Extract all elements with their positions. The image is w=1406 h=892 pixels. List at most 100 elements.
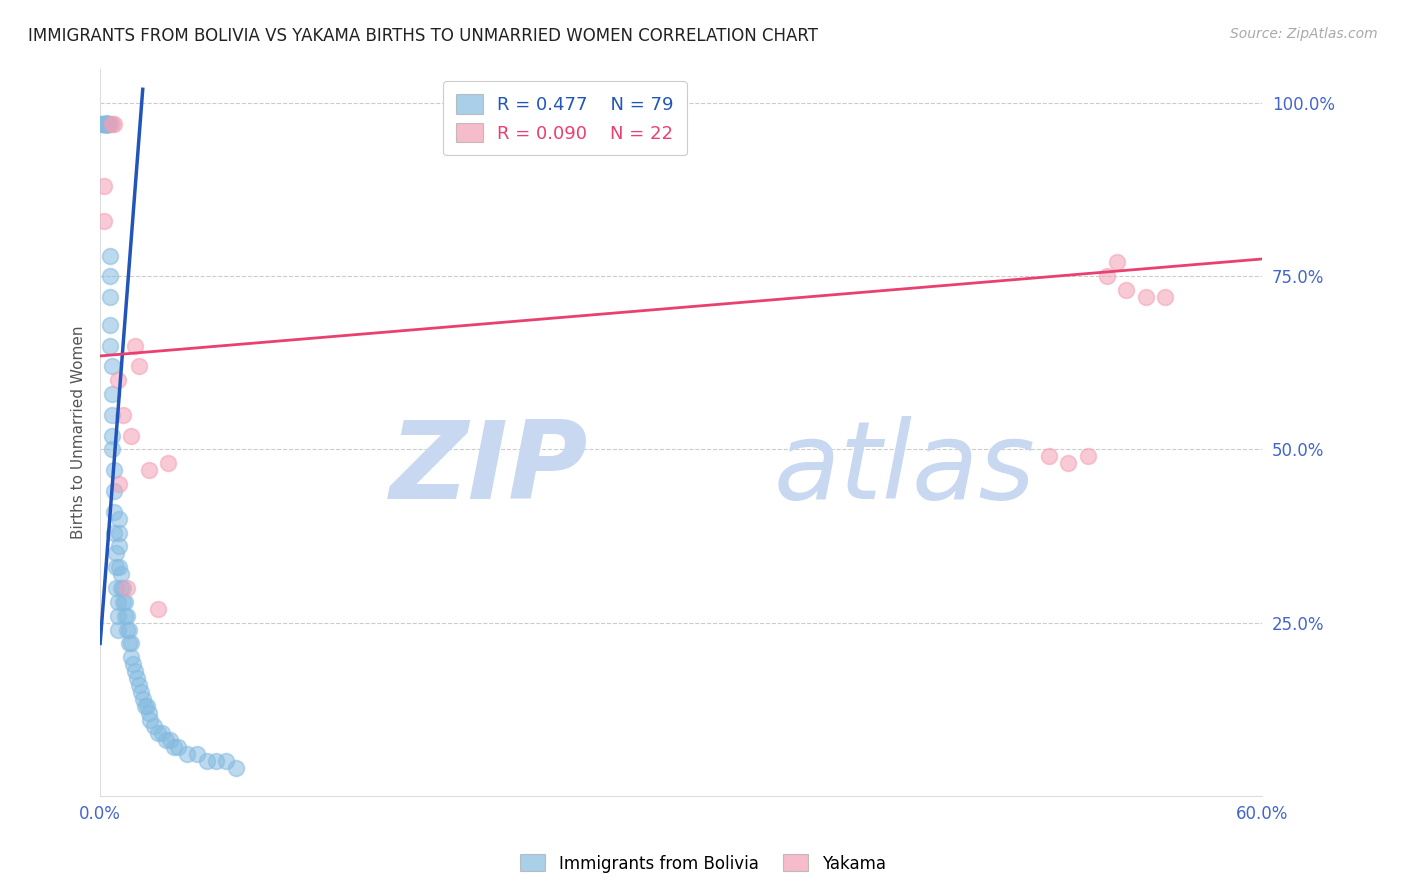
Point	[98, 318, 121, 332]
Legend: Immigrants from Bolivia, Yakama: Immigrants from Bolivia, Yakama	[513, 847, 893, 880]
Point	[1038, 450, 1060, 464]
Point	[103, 463, 125, 477]
Point	[138, 706, 160, 720]
Point	[163, 740, 186, 755]
Point	[1077, 450, 1099, 464]
Point	[97, 117, 120, 131]
Point	[110, 567, 132, 582]
Point	[97, 117, 120, 131]
Point	[118, 636, 141, 650]
Point	[93, 117, 115, 131]
Point	[115, 623, 138, 637]
Point	[205, 754, 228, 768]
Point	[97, 117, 120, 131]
Point	[225, 761, 247, 775]
Point	[98, 338, 121, 352]
Point	[124, 338, 146, 352]
Point	[112, 408, 135, 422]
Point	[108, 560, 131, 574]
Point	[112, 595, 135, 609]
Point	[98, 248, 121, 262]
Point	[115, 608, 138, 623]
Point	[93, 117, 115, 131]
Point	[120, 650, 142, 665]
Point	[94, 117, 117, 131]
Point	[166, 740, 188, 755]
Point	[107, 608, 129, 623]
Point	[124, 664, 146, 678]
Point	[103, 483, 125, 498]
Point	[104, 560, 127, 574]
Point	[1154, 290, 1177, 304]
Point	[1105, 255, 1128, 269]
Point	[155, 733, 177, 747]
Point	[100, 428, 122, 442]
Point	[120, 428, 142, 442]
Point	[148, 726, 170, 740]
Text: Source: ZipAtlas.com: Source: ZipAtlas.com	[1230, 27, 1378, 41]
Point	[93, 117, 115, 131]
Point	[100, 408, 122, 422]
Point	[94, 117, 117, 131]
Point	[94, 117, 117, 131]
Point	[159, 733, 181, 747]
Point	[108, 477, 131, 491]
Point	[107, 595, 129, 609]
Text: atlas: atlas	[775, 416, 1036, 521]
Point	[122, 657, 145, 672]
Point	[98, 269, 121, 284]
Point	[134, 698, 156, 713]
Point	[1057, 456, 1080, 470]
Point	[1115, 283, 1137, 297]
Point	[120, 636, 142, 650]
Point	[115, 581, 138, 595]
Text: IMMIGRANTS FROM BOLIVIA VS YAKAMA BIRTHS TO UNMARRIED WOMEN CORRELATION CHART: IMMIGRANTS FROM BOLIVIA VS YAKAMA BIRTHS…	[28, 27, 818, 45]
Y-axis label: Births to Unmarried Women: Births to Unmarried Women	[72, 326, 86, 539]
Point	[94, 117, 117, 131]
Point	[148, 601, 170, 615]
Point	[108, 540, 131, 554]
Legend: R = 0.477    N = 79, R = 0.090    N = 22: R = 0.477 N = 79, R = 0.090 N = 22	[443, 81, 686, 155]
Point	[132, 691, 155, 706]
Point	[93, 214, 115, 228]
Point	[104, 581, 127, 595]
Point	[98, 117, 121, 131]
Point	[94, 117, 117, 131]
Point	[138, 463, 160, 477]
Point	[97, 117, 120, 131]
Point	[129, 685, 152, 699]
Point	[91, 117, 114, 131]
Point	[139, 713, 162, 727]
Point	[108, 525, 131, 540]
Point	[97, 117, 120, 131]
Point	[100, 359, 122, 374]
Point	[107, 623, 129, 637]
Point	[100, 442, 122, 457]
Point	[150, 726, 173, 740]
Point	[100, 117, 122, 131]
Point	[91, 117, 114, 131]
Point	[143, 719, 166, 733]
Point	[93, 179, 115, 194]
Point	[98, 290, 121, 304]
Point	[97, 117, 120, 131]
Point	[94, 117, 117, 131]
Point	[114, 595, 136, 609]
Point	[1135, 290, 1157, 304]
Point	[94, 117, 117, 131]
Point	[215, 754, 238, 768]
Point	[125, 671, 148, 685]
Point	[1095, 269, 1118, 284]
Point	[104, 546, 127, 560]
Point	[114, 608, 136, 623]
Point	[100, 387, 122, 401]
Point	[186, 747, 208, 762]
Text: ZIP: ZIP	[389, 416, 588, 522]
Point	[176, 747, 198, 762]
Point	[156, 456, 179, 470]
Point	[103, 505, 125, 519]
Point	[128, 678, 150, 692]
Point	[135, 698, 157, 713]
Point	[103, 525, 125, 540]
Point	[118, 623, 141, 637]
